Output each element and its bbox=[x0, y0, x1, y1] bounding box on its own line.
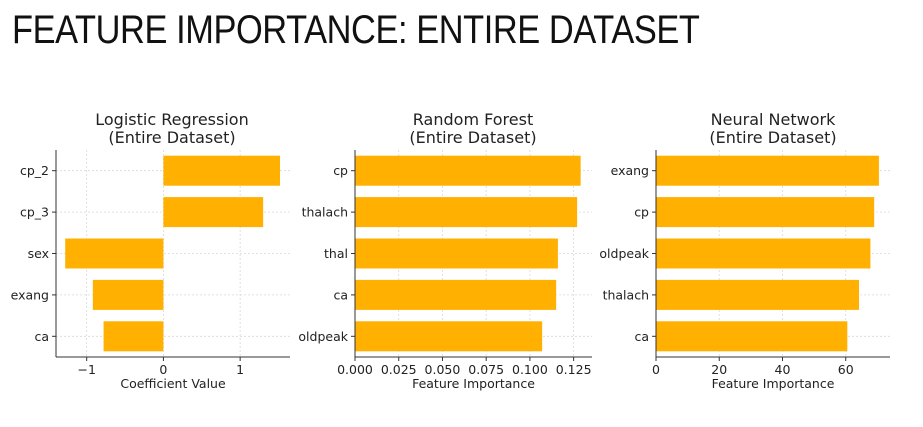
x-tick-label: 60 bbox=[838, 362, 854, 377]
y-tick-label: thal bbox=[324, 246, 348, 261]
page-title: FEATURE IMPORTANCE: ENTIRE DATASET bbox=[12, 8, 700, 52]
bar-thalach bbox=[656, 279, 860, 310]
x-tick-label: 0.025 bbox=[381, 362, 417, 377]
bar-thalach bbox=[355, 197, 578, 228]
y-tick-label: ca bbox=[34, 329, 49, 344]
bar-sex bbox=[65, 238, 164, 269]
x-tick-label: 40 bbox=[775, 362, 791, 377]
bar-exang bbox=[92, 279, 164, 310]
bar-cp_2 bbox=[163, 155, 281, 186]
chart-title: (Entire Dataset) bbox=[709, 128, 836, 147]
bar-cp_3 bbox=[163, 197, 264, 228]
bar-exang bbox=[656, 155, 879, 186]
chart-title: Random Forest bbox=[413, 110, 533, 129]
bar-cp bbox=[656, 197, 875, 228]
chart-title: (Entire Dataset) bbox=[409, 128, 536, 147]
x-tick-label: −1 bbox=[77, 362, 95, 377]
chart-title: (Entire Dataset) bbox=[108, 128, 235, 147]
y-tick-label: cp bbox=[333, 163, 348, 178]
x-axis-label: Coefficient Value bbox=[120, 376, 226, 391]
bar-oldpeak bbox=[656, 238, 871, 269]
x-tick-label: 0 bbox=[159, 362, 167, 377]
bar-thal bbox=[355, 238, 558, 269]
x-tick-label: 0.050 bbox=[425, 362, 461, 377]
bar-oldpeak bbox=[355, 321, 543, 352]
bar-ca bbox=[355, 279, 557, 310]
y-tick-label: oldpeak bbox=[298, 329, 348, 344]
y-tick-label: exang bbox=[11, 287, 49, 302]
y-tick-label: thalach bbox=[603, 287, 649, 302]
chart-title: Neural Network bbox=[711, 110, 836, 129]
y-tick-label: cp bbox=[634, 205, 649, 220]
bar-ca bbox=[103, 321, 164, 352]
x-tick-label: 0 bbox=[652, 362, 660, 377]
x-tick-label: 0.125 bbox=[556, 362, 592, 377]
bar-cp bbox=[355, 155, 581, 186]
chart-panel-2: cp thalach thal ca oldpeak 0.000 0.025 0.050 0.0… bbox=[298, 110, 592, 391]
y-tick-label: ca bbox=[333, 287, 348, 302]
chart-title: Logistic Regression bbox=[95, 110, 248, 129]
x-tick-label: 20 bbox=[711, 362, 727, 377]
x-axis-label: Feature Importance bbox=[712, 376, 835, 391]
x-tick-label: 1 bbox=[236, 362, 244, 377]
x-tick-label: 0.100 bbox=[512, 362, 548, 377]
y-tick-label: oldpeak bbox=[599, 246, 649, 261]
x-tick-label: 0.000 bbox=[337, 362, 373, 377]
bar-ca bbox=[656, 321, 848, 352]
y-tick-label: exang bbox=[611, 163, 649, 178]
y-tick-label: ca bbox=[634, 329, 649, 344]
x-tick-label: 0.075 bbox=[468, 362, 504, 377]
y-tick-label: thalach bbox=[302, 205, 348, 220]
y-tick-label: cp_2 bbox=[20, 163, 49, 178]
y-tick-label: sex bbox=[28, 246, 49, 261]
x-axis-label: Feature Importance bbox=[412, 376, 535, 391]
y-tick-label: cp_3 bbox=[20, 205, 49, 220]
